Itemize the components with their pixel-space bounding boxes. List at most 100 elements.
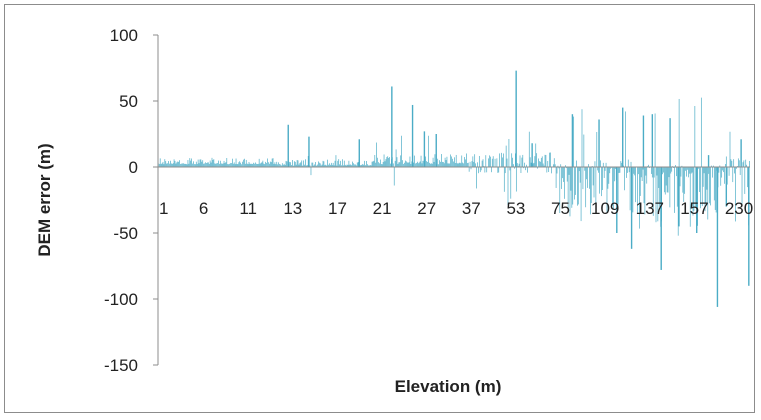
- bar: [220, 161, 221, 167]
- x-tick-label: 1: [159, 199, 168, 218]
- bar: [466, 154, 467, 168]
- bar: [199, 163, 200, 167]
- bar: [207, 163, 208, 167]
- bar: [576, 161, 577, 167]
- bar: [684, 167, 685, 194]
- bar: [376, 143, 377, 167]
- bar: [320, 163, 321, 167]
- bar: [621, 163, 622, 167]
- bar: [724, 167, 725, 184]
- bar: [719, 167, 720, 173]
- bar: [627, 167, 628, 173]
- bar: [426, 161, 427, 167]
- bar: [641, 167, 642, 177]
- bar: [644, 167, 645, 203]
- bar: [190, 161, 191, 167]
- bar: [451, 156, 452, 167]
- bar: [499, 153, 500, 167]
- bar: [174, 159, 175, 167]
- bar: [440, 162, 441, 167]
- bar: [421, 156, 422, 167]
- bar: [542, 156, 543, 167]
- bar: [501, 153, 502, 167]
- bar: [712, 167, 713, 178]
- bar-spike: [391, 86, 392, 167]
- bar: [639, 167, 640, 229]
- bar: [569, 167, 570, 175]
- bar: [683, 167, 684, 202]
- bar: [706, 167, 707, 203]
- bar: [739, 160, 740, 167]
- bar: [584, 167, 585, 171]
- bar: [181, 164, 182, 167]
- bar: [300, 163, 301, 167]
- bar: [168, 161, 169, 167]
- bar-spike: [669, 118, 670, 167]
- bar: [747, 167, 748, 187]
- bar: [670, 167, 671, 173]
- bar: [688, 167, 689, 177]
- bar: [691, 167, 692, 174]
- bar: [224, 161, 225, 167]
- bar-spike: [572, 114, 573, 167]
- bar: [435, 154, 436, 167]
- bar: [290, 162, 291, 167]
- bar: [580, 167, 581, 183]
- bar: [331, 163, 332, 167]
- x-tick-label: 157: [680, 199, 708, 218]
- bar: [603, 163, 604, 167]
- y-tick-label: -50: [113, 224, 138, 243]
- bar: [708, 167, 709, 174]
- bar: [461, 156, 462, 168]
- bar: [723, 167, 724, 172]
- bar: [662, 167, 663, 174]
- bar: [738, 158, 739, 167]
- bar: [270, 162, 271, 167]
- bar: [337, 161, 338, 167]
- bar: [289, 162, 290, 167]
- bar: [433, 158, 434, 167]
- bar: [191, 158, 192, 167]
- bar: [250, 164, 251, 167]
- bar-spike: [598, 119, 599, 167]
- bar: [239, 161, 240, 167]
- bar: [596, 132, 597, 167]
- bar: [448, 163, 449, 167]
- bar: [721, 167, 722, 178]
- bar: [666, 167, 667, 186]
- bar: [399, 162, 400, 167]
- bar-spike: [717, 167, 718, 307]
- bar: [478, 167, 479, 173]
- bar: [177, 162, 178, 167]
- bar: [259, 159, 260, 167]
- bar: [744, 167, 745, 194]
- bar: [234, 162, 235, 167]
- bar: [522, 155, 523, 167]
- bar: [733, 159, 734, 167]
- bar: [301, 160, 302, 167]
- bar: [388, 158, 389, 167]
- bar: [540, 162, 541, 167]
- bar-spike: [359, 139, 360, 167]
- bar: [470, 162, 471, 167]
- bar: [380, 160, 381, 167]
- bar: [608, 167, 609, 184]
- bar: [383, 162, 384, 167]
- bar: [729, 167, 730, 176]
- bar: [340, 161, 341, 167]
- bar: [492, 159, 493, 167]
- bar: [379, 163, 380, 167]
- bar: [243, 160, 244, 167]
- bar: [217, 163, 218, 167]
- bar: [594, 167, 595, 197]
- bar: [324, 161, 325, 167]
- bar: [595, 161, 596, 167]
- bar-spike: [708, 155, 709, 167]
- bar: [214, 159, 215, 167]
- bar: [645, 167, 646, 176]
- bar: [242, 162, 243, 167]
- bar: [246, 160, 247, 167]
- bar: [469, 167, 470, 172]
- bar: [476, 167, 477, 188]
